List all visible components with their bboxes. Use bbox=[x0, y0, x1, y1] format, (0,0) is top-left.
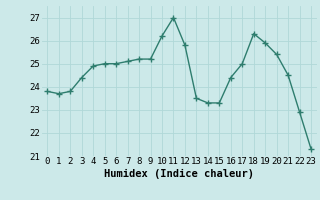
X-axis label: Humidex (Indice chaleur): Humidex (Indice chaleur) bbox=[104, 169, 254, 179]
